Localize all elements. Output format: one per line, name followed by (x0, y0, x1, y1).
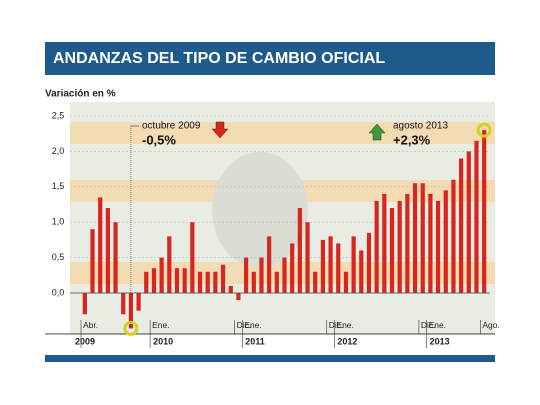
bar (443, 190, 448, 293)
x-tick-label: Ene. (336, 320, 354, 330)
x-tick-label: Dic. (421, 320, 436, 330)
y-tick-label: 0,0 (52, 287, 65, 297)
y-tick-label: 1,5 (52, 181, 65, 191)
bar (136, 293, 141, 311)
bar (220, 264, 226, 293)
x-tick-label: Dic. (329, 320, 344, 330)
highlight-marker (476, 122, 492, 138)
bar (336, 243, 341, 293)
annotation-value: -0,5% (142, 132, 176, 147)
bar (259, 257, 264, 293)
bar (374, 200, 379, 293)
bar (305, 222, 310, 293)
y-tick-label: 1,0 (52, 217, 65, 227)
bar (320, 239, 325, 293)
x-tick-label: Ene. (429, 320, 447, 330)
bar (82, 293, 87, 315)
x-tick-label: Ene. (244, 320, 262, 330)
bar (244, 257, 249, 293)
annotation-arrow (368, 123, 386, 141)
bar (236, 293, 241, 301)
annotation-arrow (211, 121, 229, 139)
year-label: 2012 (337, 336, 357, 346)
bar (144, 271, 149, 293)
bar (251, 271, 256, 293)
bar (167, 236, 172, 293)
bar (105, 208, 110, 293)
x-tick-label: Ene. (152, 320, 170, 330)
year-label: 2011 (245, 336, 265, 346)
bottom-bar (45, 355, 495, 362)
y-tick-label: 2,5 (52, 110, 65, 120)
annotation-text: octubre 2009 (142, 121, 201, 132)
bar (359, 250, 364, 293)
bar (389, 208, 395, 293)
y-axis-label: Variación en % (45, 89, 116, 100)
bar (328, 236, 333, 293)
bar (428, 193, 433, 293)
year-label: 2013 (430, 336, 450, 346)
bar (267, 236, 272, 293)
bar (113, 222, 118, 293)
bar (151, 268, 157, 293)
year-label: 2010 (153, 336, 173, 346)
bar (451, 179, 456, 293)
bar (290, 243, 295, 293)
bar (459, 158, 464, 293)
title-bar (45, 42, 495, 75)
bar (412, 183, 418, 293)
bar (313, 271, 318, 293)
bar (121, 293, 126, 315)
bar (274, 271, 279, 293)
bar (397, 200, 402, 293)
bar (435, 200, 441, 293)
bar (90, 229, 95, 293)
bar (197, 271, 203, 293)
annotation-text: agosto 2013 (393, 121, 448, 132)
bar (297, 208, 302, 293)
bar (482, 130, 487, 293)
y-tick-label: 0,5 (52, 252, 65, 262)
bar (174, 268, 180, 293)
bar (213, 271, 218, 293)
bar (351, 236, 356, 293)
bar (159, 257, 164, 293)
x-tick-label: Abr. (83, 320, 98, 330)
x-tick-label: Dic. (237, 320, 252, 330)
bar (382, 193, 387, 293)
y-tick-label: 2,0 (52, 146, 65, 156)
x-tick-label: Ago. (482, 320, 500, 330)
bar (190, 222, 195, 293)
bar (182, 268, 187, 293)
bar (366, 232, 372, 293)
chart-title: ANDANZAS DEL TIPO DE CAMBIO OFICIAL (53, 50, 385, 67)
annotation-value: +2,3% (393, 132, 431, 147)
bar (466, 151, 471, 293)
bar (228, 285, 233, 293)
bar (405, 193, 410, 293)
year-label: 2009 (75, 336, 95, 346)
bar (282, 257, 287, 293)
bar (420, 183, 425, 293)
bar (474, 140, 479, 293)
bar (343, 271, 349, 293)
bar (205, 271, 210, 293)
bar (98, 197, 103, 293)
